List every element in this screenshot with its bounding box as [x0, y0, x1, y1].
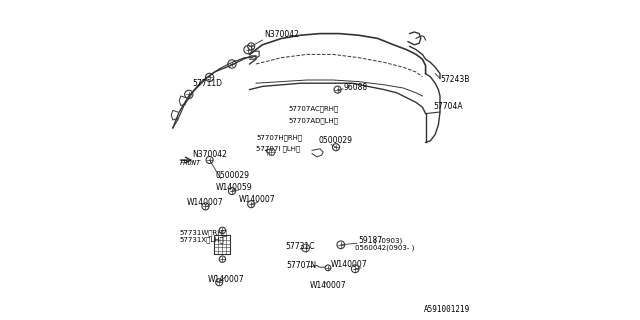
Text: 0560042(0903- ): 0560042(0903- ) — [355, 244, 414, 251]
Text: 57707AD〈LH〉: 57707AD〈LH〉 — [288, 117, 338, 124]
Text: 57711D: 57711D — [192, 79, 222, 88]
Text: W140007: W140007 — [187, 198, 223, 207]
Text: 57707AC〈RH〉: 57707AC〈RH〉 — [288, 105, 339, 112]
Text: 57731C: 57731C — [285, 242, 315, 251]
Text: W140007: W140007 — [207, 275, 244, 284]
Text: 59187: 59187 — [358, 236, 383, 244]
Text: W140007: W140007 — [310, 281, 346, 290]
Text: W140007: W140007 — [239, 195, 275, 204]
Text: 57707N: 57707N — [287, 261, 317, 270]
Text: 57707I 〈LH〉: 57707I 〈LH〉 — [256, 145, 300, 152]
Text: FRONT: FRONT — [179, 160, 200, 166]
Text: W140007: W140007 — [332, 260, 368, 269]
Text: 57704A: 57704A — [434, 102, 463, 111]
Text: 57731W〈RH〉: 57731W〈RH〉 — [180, 229, 228, 236]
Text: 96088: 96088 — [344, 83, 368, 92]
Text: ( -0903): ( -0903) — [374, 237, 402, 244]
Text: N370042: N370042 — [192, 150, 227, 159]
Text: A591001219: A591001219 — [424, 305, 470, 314]
Text: N370042: N370042 — [264, 30, 299, 39]
Text: 0500029: 0500029 — [319, 136, 353, 145]
Text: 0500029: 0500029 — [216, 171, 250, 180]
Text: 57731X〈LH〉: 57731X〈LH〉 — [180, 236, 225, 243]
Text: 57707H〈RH〉: 57707H〈RH〉 — [256, 134, 302, 141]
Text: 57243B: 57243B — [440, 75, 469, 84]
Text: W140059: W140059 — [216, 183, 253, 192]
